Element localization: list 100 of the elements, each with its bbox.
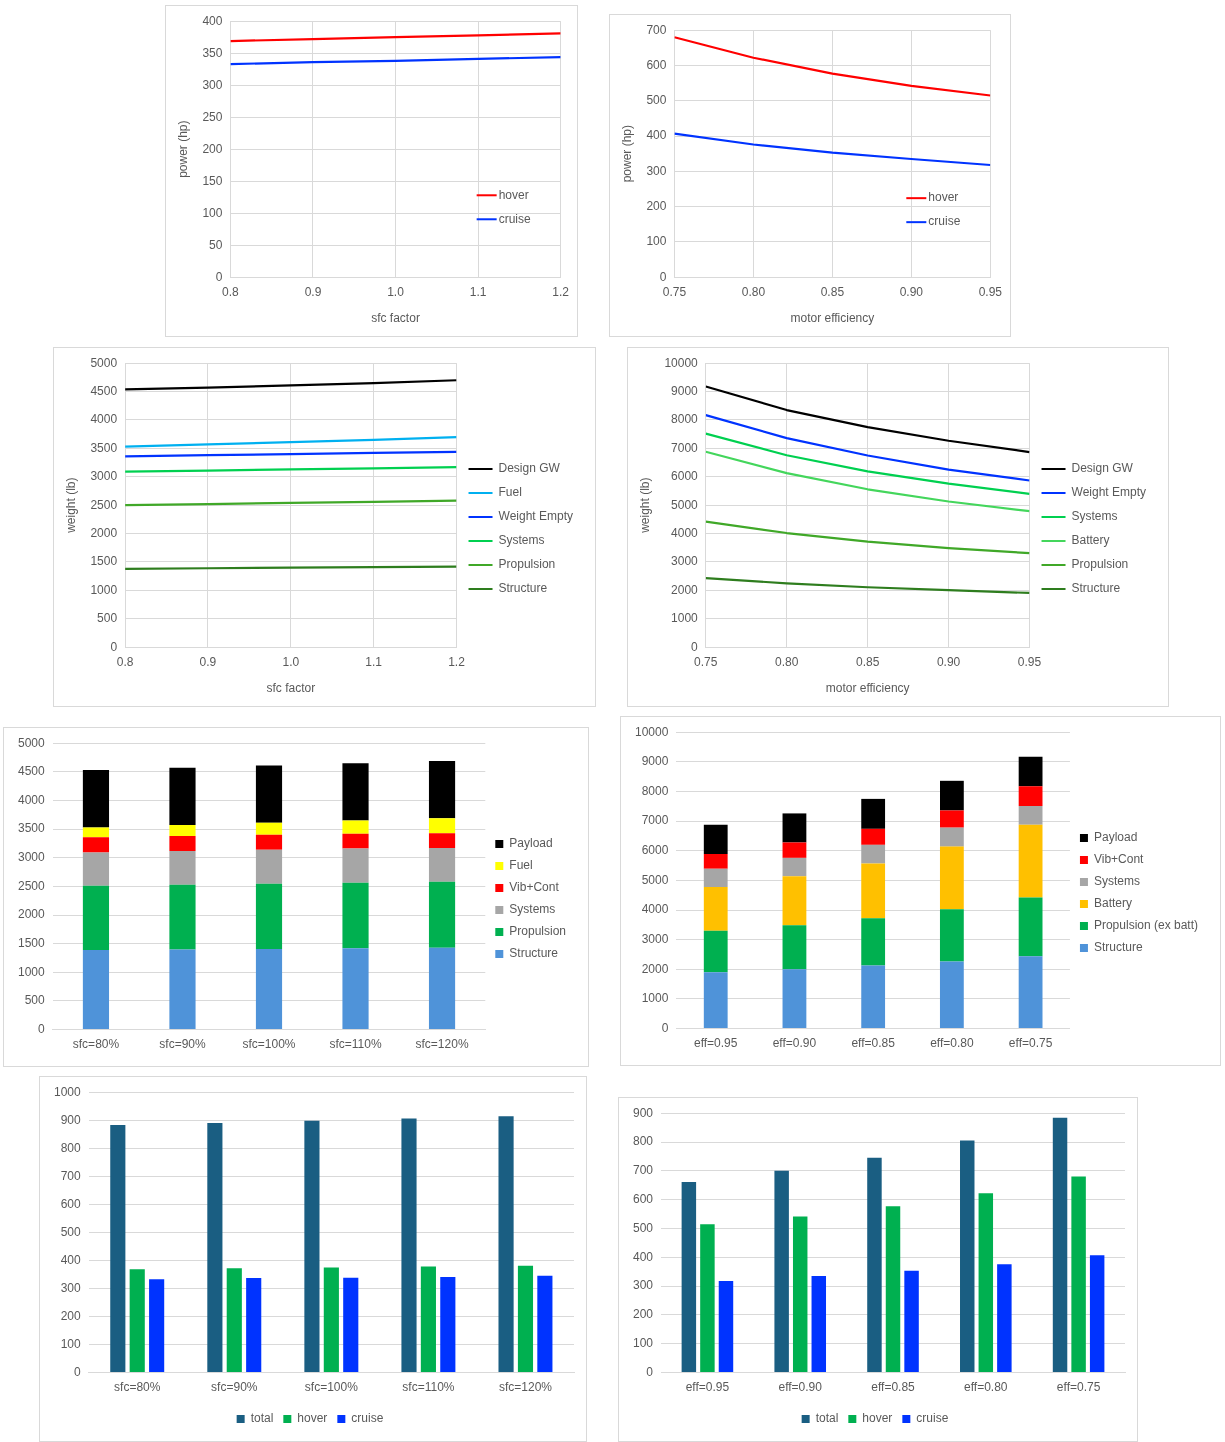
bar	[82, 827, 110, 838]
y-tick-label: 200	[202, 141, 223, 156]
bar	[1018, 897, 1043, 957]
x-tick-label: 0.9	[199, 654, 217, 669]
bar	[792, 1216, 808, 1373]
x-tick-label: sfc=110%	[329, 1037, 382, 1052]
y-tick-label: 600	[60, 1196, 82, 1211]
bar	[428, 848, 456, 882]
bar	[207, 1123, 223, 1373]
legend-label: Structure	[498, 581, 548, 596]
x-tick-label: 0.95	[1017, 654, 1042, 669]
legend-label: Vib+Cont	[509, 880, 560, 895]
x-tick-label: 0.8	[222, 284, 240, 299]
legend-label: hover	[498, 187, 529, 202]
y-tick-label: 3500	[17, 821, 46, 836]
legend-label: Design GW	[1071, 461, 1134, 476]
y-tick-label: 2000	[90, 525, 118, 540]
bar	[861, 918, 886, 966]
legend-label: Systems	[1093, 874, 1140, 889]
x-tick-label: eff=0.80	[930, 1036, 974, 1051]
bar	[782, 925, 807, 970]
bar	[169, 884, 196, 950]
y-tick-label: 2000	[17, 907, 46, 922]
bar	[255, 822, 283, 835]
y-tick-label: 8000	[671, 412, 699, 427]
y-tick-label: 1500	[90, 554, 118, 569]
bar	[703, 972, 728, 1029]
x-axis-title: sfc factor	[266, 681, 316, 696]
y-tick-label: 0	[38, 1021, 46, 1036]
bar	[861, 965, 886, 1029]
bar	[885, 1206, 901, 1373]
y-tick-label: 3000	[17, 850, 46, 865]
bar	[861, 828, 886, 845]
x-tick-label: 0.8	[116, 654, 134, 669]
y-tick-label: 100	[60, 1336, 82, 1351]
bar	[1018, 824, 1043, 898]
y-tick-label: 5000	[17, 735, 46, 750]
bar	[1018, 956, 1043, 1029]
legend-label: Systems	[498, 533, 545, 548]
bar	[169, 767, 196, 826]
legend-label: Vib+Cont	[1093, 852, 1145, 867]
legend-label: hover	[928, 190, 959, 205]
bar	[226, 1268, 242, 1373]
bar	[774, 1170, 789, 1373]
x-tick-label: sfc=90%	[159, 1037, 206, 1052]
y-tick-label: 9000	[671, 383, 699, 398]
y-tick-label: 500	[60, 1224, 82, 1239]
y-tick-label: 5000	[90, 355, 118, 370]
legend-label: Fuel	[498, 485, 522, 500]
bar	[1018, 806, 1043, 825]
y-tick-label: 3500	[90, 440, 118, 455]
y-tick-label: 5000	[641, 872, 669, 887]
x-tick-label: eff=0.75	[1008, 1036, 1053, 1051]
bar	[537, 1275, 553, 1373]
y-tick-label: 400	[646, 128, 667, 143]
x-tick-label: 0.75	[694, 654, 718, 669]
bar	[428, 947, 456, 1030]
y-tick-label: 10000	[664, 355, 699, 370]
legend-label: Payload	[1093, 830, 1138, 845]
bar	[939, 961, 964, 1029]
x-tick-label: 1.0	[282, 654, 300, 669]
y-tick-label: 0	[215, 269, 223, 284]
y-tick-label: 8000	[641, 783, 669, 798]
bar	[82, 837, 110, 853]
bar	[718, 1280, 734, 1373]
bar	[255, 883, 283, 950]
x-tick-label: 0.75	[662, 284, 687, 299]
bar	[304, 1120, 320, 1373]
y-tick-label: 9000	[641, 754, 669, 769]
legend-label: hover	[862, 1411, 893, 1426]
y-tick-label: 4500	[17, 764, 46, 779]
y-tick-label: 2000	[671, 582, 699, 597]
y-tick-label: 400	[632, 1249, 654, 1264]
legend-label: total	[815, 1411, 839, 1426]
y-tick-label: 300	[646, 163, 667, 178]
y-tick-label: 100	[202, 205, 223, 220]
bar	[997, 1264, 1012, 1373]
x-tick-label: sfc=100%	[304, 1380, 359, 1395]
x-tick-label: sfc=120%	[498, 1380, 553, 1395]
x-tick-label: 1.2	[552, 284, 570, 299]
y-tick-label: 200	[60, 1308, 82, 1323]
y-tick-label: 300	[632, 1278, 654, 1293]
bar	[401, 1118, 417, 1373]
legend-label: cruise	[351, 1411, 384, 1426]
y-axis-title: weight (lb)	[637, 477, 652, 534]
bar	[703, 868, 728, 887]
x-tick-label: eff=0.90	[778, 1380, 823, 1395]
y-tick-label: 10000	[634, 724, 669, 739]
bar	[782, 969, 807, 1029]
y-tick-label: 250	[202, 109, 223, 124]
y-tick-label: 0	[646, 1364, 654, 1379]
bar	[255, 849, 283, 884]
y-tick-label: 0	[74, 1364, 82, 1379]
y-tick-label: 4000	[90, 412, 118, 427]
legend-label: Battery	[1071, 533, 1110, 548]
x-tick-label: 0.85	[820, 284, 845, 299]
bar	[342, 948, 369, 1030]
y-tick-label: 1000	[671, 611, 699, 626]
x-tick-label: sfc=110%	[402, 1380, 455, 1395]
bar	[703, 886, 728, 931]
